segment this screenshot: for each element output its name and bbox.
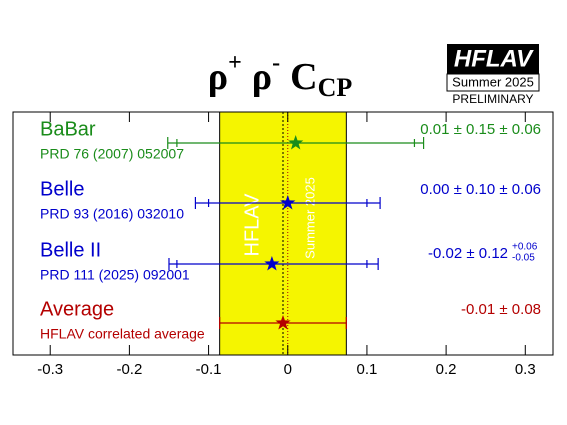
- x-tick-label: -0.3: [37, 361, 63, 378]
- value-label: 0.01 ± 0.15 ± 0.06: [420, 121, 541, 138]
- logo-season-box: [446, 73, 540, 92]
- logo-name: HFLAV: [454, 45, 534, 72]
- x-tick-label: -0.2: [116, 361, 142, 378]
- value-label: -0.01 ± 0.08: [461, 301, 541, 318]
- row-name: BaBar: [40, 118, 96, 140]
- row-name: Average: [40, 298, 114, 320]
- row-reference: PRD 93 (2016) 032010: [40, 206, 184, 222]
- band-label: HFLAV: [241, 193, 263, 257]
- marker: [264, 256, 280, 271]
- logo-box: [447, 44, 539, 74]
- row-name: Belle II: [40, 239, 101, 261]
- row-name: Belle: [40, 178, 84, 200]
- row-reference: PRD 76 (2007) 052007: [40, 146, 184, 162]
- x-tick-label: 0.1: [356, 361, 377, 378]
- value-label: +0.06: [512, 242, 538, 253]
- plot-frame: [12, 111, 554, 356]
- value-label: -0.05: [512, 253, 535, 264]
- band-label: Summer 2025: [302, 177, 317, 259]
- value-label: -0.02 ± 0.12: [428, 245, 508, 262]
- logo-status: PRELIMINARY: [452, 92, 533, 106]
- x-tick-label: 0: [284, 361, 292, 378]
- x-tick-label: -0.1: [196, 361, 222, 378]
- x-tick-label: 0.3: [515, 361, 536, 378]
- logo-season: Summer 2025: [452, 74, 534, 89]
- value-label: 0.00 ± 0.10 ± 0.06: [420, 181, 541, 198]
- row-reference: PRD 111 (2025) 092001: [40, 267, 190, 283]
- marker: [288, 135, 304, 150]
- row-reference: HFLAV correlated average: [40, 326, 205, 342]
- chart-title: ρ+ ρ- CCP: [208, 50, 353, 102]
- marker: [280, 195, 296, 210]
- x-tick-label: 0.2: [436, 361, 457, 378]
- marker: [275, 315, 291, 330]
